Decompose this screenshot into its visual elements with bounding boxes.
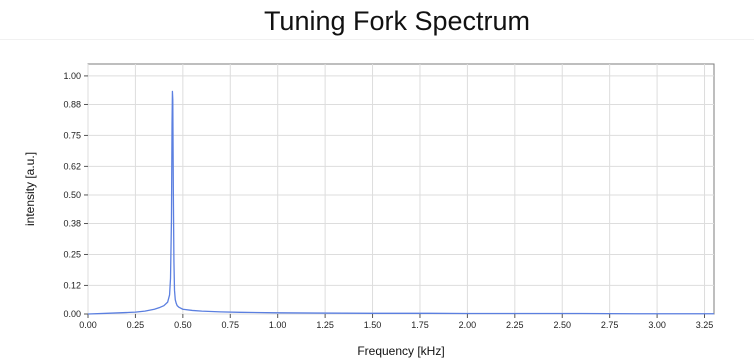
x-tick-label: 1.25 xyxy=(316,320,334,330)
y-tick-label: 0.75 xyxy=(63,130,81,140)
x-tick-label: 3.00 xyxy=(648,320,666,330)
y-tick-label: 0.50 xyxy=(63,190,81,200)
y-tick-label: 0.62 xyxy=(63,161,81,171)
y-axis-ticks: 0.00 0.12 0.25 0.38 0.50 0.62 0.75 0.88 1.00 xyxy=(63,71,88,319)
x-tick-label: 1.00 xyxy=(269,320,287,330)
x-tick-label: 2.50 xyxy=(553,320,571,330)
y-tick-label: 0.00 xyxy=(63,309,81,319)
x-tick-label: 0.25 xyxy=(127,320,145,330)
title-divider xyxy=(0,39,754,40)
x-tick-label: 3.25 xyxy=(696,320,714,330)
y-axis-label: intensity [a.u.] xyxy=(23,152,37,226)
x-tick-label: 1.75 xyxy=(411,320,429,330)
x-tick-label: 1.50 xyxy=(364,320,382,330)
x-tick-label: 2.00 xyxy=(459,320,477,330)
y-tick-label: 0.38 xyxy=(63,219,81,229)
x-tick-label: 2.75 xyxy=(601,320,619,330)
grid-lines xyxy=(87,64,714,315)
x-tick-label: 2.25 xyxy=(506,320,524,330)
y-tick-label: 0.88 xyxy=(63,99,81,109)
y-tick-label: 0.25 xyxy=(63,249,81,259)
chart-title: Tuning Fork Spectrum xyxy=(263,6,531,36)
spectrum-line xyxy=(87,90,714,315)
x-axis-ticks: 0.00 0.25 0.50 0.75 1.00 1.25 1.50 1.75 2.00 2.25… xyxy=(79,314,713,330)
y-tick-label: 0.12 xyxy=(63,280,81,290)
series-group xyxy=(87,90,714,315)
y-tick-label: 1.00 xyxy=(63,71,81,81)
x-tick-label: 0.00 xyxy=(79,320,97,330)
x-tick-label: 0.50 xyxy=(174,320,192,330)
plot-area xyxy=(87,63,715,315)
x-tick-label: 0.75 xyxy=(222,320,240,330)
x-axis-label: Frequency [kHz] xyxy=(357,344,444,358)
